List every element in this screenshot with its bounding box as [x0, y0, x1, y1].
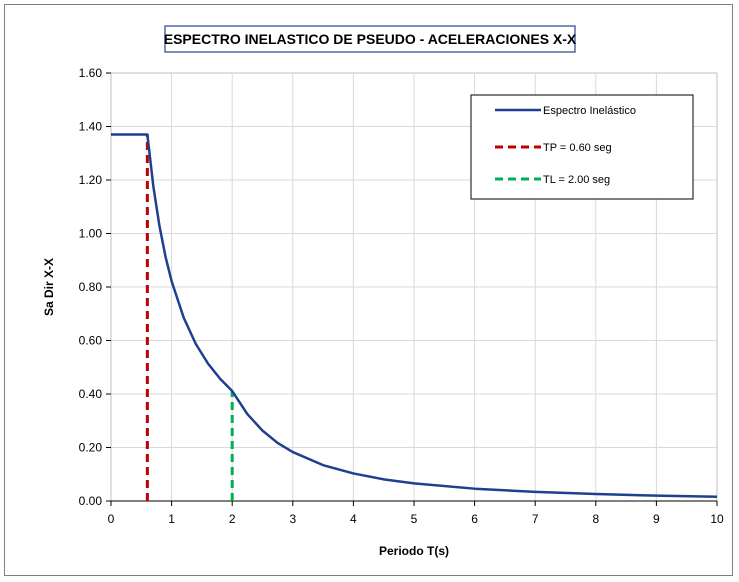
chart-svg: ESPECTRO INELASTICO DE PSEUDO - ACELERAC…	[42, 25, 724, 558]
tick-layer: 0 1 2 3 4 5 6 7 8 9 10 0.00 0.20 0.40 0.60 0.80 1.00 1.20…	[79, 66, 724, 526]
y-tick-label: 0.20	[79, 441, 103, 455]
legend: Espectro Inelástico TP = 0.60 seg TL = 2…	[470, 94, 694, 200]
x-tick-label: 6	[471, 512, 478, 526]
x-axis-title: Periodo T(s)	[379, 544, 449, 558]
y-tick-label: 0.40	[79, 387, 103, 401]
y-axis-title: Sa Dir X-X	[42, 258, 56, 316]
chart-frame: ESPECTRO INELASTICO DE PSEUDO - ACELERAC…	[4, 4, 733, 576]
y-tick-label: 1.00	[79, 227, 103, 241]
legend-label-tp: TP = 0.60 seg	[543, 142, 612, 154]
y-tick-label: 0.80	[79, 280, 103, 294]
legend-label-espectro: Espectro Inelástico	[543, 105, 636, 117]
x-tick-label: 2	[229, 512, 236, 526]
y-tick-label: 0.60	[79, 334, 103, 348]
y-tick-label: 1.20	[79, 173, 103, 187]
x-tick-label: 10	[710, 512, 724, 526]
x-tick-label: 7	[532, 512, 539, 526]
x-tick-label: 9	[653, 512, 660, 526]
x-tick-label: 5	[411, 512, 418, 526]
legend-label-tl: TL = 2.00 seg	[543, 174, 610, 186]
series-layer	[111, 133, 718, 501]
x-tick-label: 1	[168, 512, 175, 526]
x-tick-label: 8	[592, 512, 599, 526]
series-espectro-inelastico	[111, 133, 718, 498]
y-tick-label: 0.00	[79, 494, 103, 508]
chart-title: ESPECTRO INELASTICO DE PSEUDO - ACELERAC…	[164, 31, 577, 47]
x-tick-label: 0	[108, 512, 115, 526]
y-tick-label: 1.40	[79, 120, 103, 134]
x-tick-label: 3	[289, 512, 296, 526]
x-tick-label: 4	[350, 512, 357, 526]
y-tick-label: 1.60	[79, 66, 103, 80]
chart-title-box	[164, 25, 576, 53]
